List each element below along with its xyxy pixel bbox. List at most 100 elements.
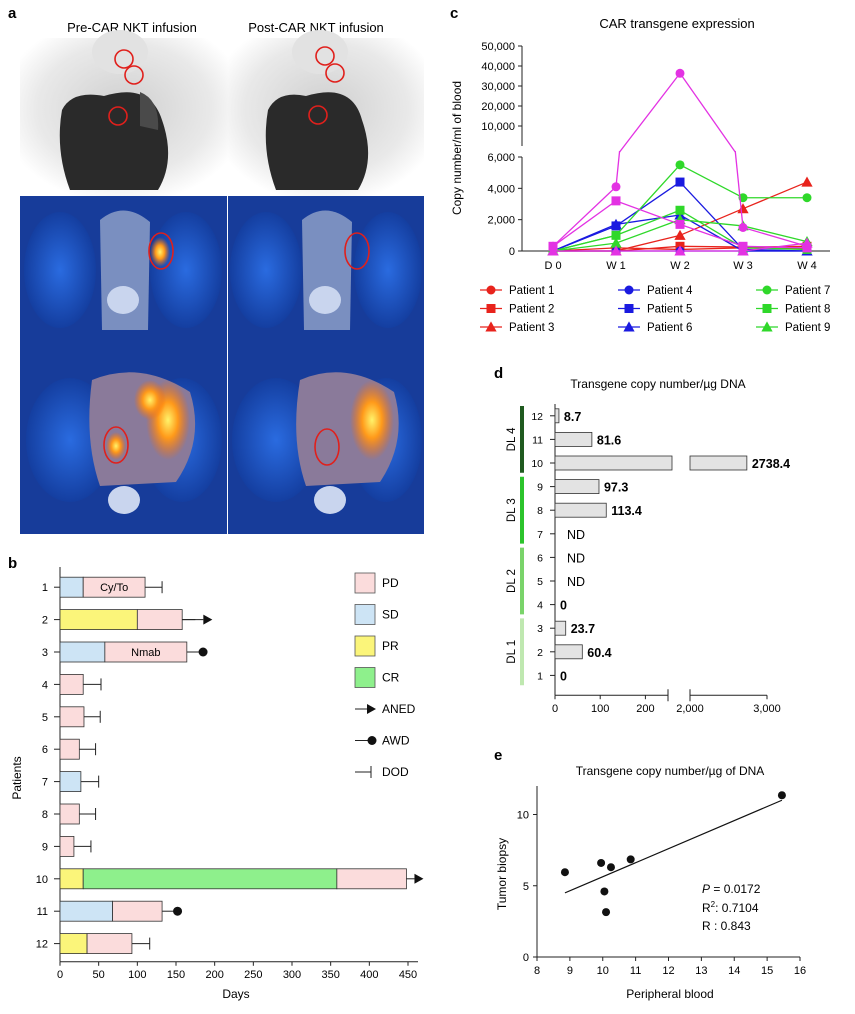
legend-series-label-8: Patient 9	[785, 322, 830, 334]
series-line-9	[552, 186, 617, 247]
dose-level-label: DL 4	[506, 427, 518, 451]
swimmer-plot: 0 50 100 150 200 250 300 350 400 450 1 Cy/To 2 3 Nmab 4…	[36, 567, 424, 981]
dna-row-label: 5	[537, 576, 543, 588]
dose-level-label: DL 2	[506, 569, 518, 593]
swimmer-bar-segment	[59, 576, 84, 598]
dna-bar	[689, 455, 748, 471]
series-line-10	[615, 200, 681, 225]
swimmer-bar-segment	[59, 641, 106, 663]
scatter-x-tick-label: 8	[534, 965, 540, 977]
scatter-point	[602, 908, 611, 917]
swimmer-row-label: 4	[42, 679, 48, 691]
scatter-point	[597, 858, 606, 867]
series-point-2	[801, 176, 813, 187]
dose-level-label: DL 1	[506, 640, 518, 664]
panel-d: d Transgene copy number/µg DNA DL 4 DL 3 D…	[494, 365, 790, 715]
swimmer-row-label: 1	[42, 582, 48, 594]
scatter-point	[606, 863, 615, 872]
swimmer-bar-segment	[59, 706, 85, 728]
legend-label-cr: CR	[382, 671, 400, 685]
stat-p-value: = 0.0172	[713, 882, 760, 896]
swimmer-row-label: 8	[42, 809, 48, 821]
legend-label-aned: ANED	[382, 702, 416, 716]
scatter-y-tick-label: 10	[517, 810, 529, 822]
swimmer-bar-segment	[336, 868, 407, 890]
legend-marker-6	[762, 285, 772, 295]
series-line-1	[615, 245, 681, 252]
dna-value-label: ND	[567, 528, 585, 542]
legend-label-sd: SD	[382, 608, 399, 622]
line-x-tick-label: W 1	[606, 260, 626, 272]
legend-awd-dot	[367, 736, 377, 745]
legend-label-pr: PR	[382, 639, 399, 653]
dna-row-label: 9	[537, 482, 543, 494]
lesion-circle-ct-1-post	[344, 232, 370, 270]
lesion-circle-ct-2-post	[314, 428, 340, 466]
swimmer-bar-segment	[59, 836, 75, 857]
ct-lower-post	[228, 358, 424, 534]
dna-value-label: 60.4	[587, 646, 611, 660]
legend-marker-0	[486, 285, 496, 295]
legend-swatch-cr	[354, 667, 376, 688]
series-line-9	[734, 150, 744, 228]
legend-swatch-pd	[354, 572, 376, 594]
series-line-6	[615, 164, 681, 236]
line-y-tick-label: 10,000	[481, 121, 515, 133]
series-line-1	[679, 245, 744, 248]
series-line-9	[615, 150, 621, 187]
pre-infusion-title: Pre-CAR NKT infusion	[67, 20, 197, 35]
series-point-7	[611, 230, 621, 240]
swimmer-x-tick-label: 150	[167, 969, 185, 981]
line-chart: 0 2,000 4,000 6,000 10,000 20,000 30,000 40,000…	[481, 41, 830, 272]
series-point-11	[610, 245, 622, 256]
legend-marker-7	[762, 304, 772, 313]
stat-p: P = 0.0172	[702, 882, 761, 896]
swimmer-bar-segment	[59, 771, 82, 792]
dna-value-label: 23.7	[571, 622, 595, 636]
scatter-y-tick-label: 0	[523, 952, 529, 964]
stat-r2-value: : 0.7104	[715, 901, 759, 915]
swimmer-bar-segment	[59, 933, 88, 954]
swimmer-row-label: 5	[42, 712, 48, 724]
awd-dot	[173, 906, 183, 916]
panel-c: c CAR transgene expression Copy number/m…	[450, 5, 830, 334]
series-line-8	[552, 242, 617, 252]
legend-label-pd: PD	[382, 576, 399, 590]
legend-swatch-pr	[354, 635, 376, 657]
scatter-x-tick-label: 10	[597, 965, 609, 977]
scatter-stats: P = 0.0172 R2: 0.7104 R : 0.843	[702, 882, 761, 933]
line-y-tick-label: 50,000	[481, 41, 515, 53]
legend-series-label-1: Patient 2	[509, 304, 554, 316]
swimmer-x-tick-label: 200	[205, 969, 223, 981]
swimmer-row-label: 12	[36, 939, 48, 951]
swimmer-x-tick-label: 350	[321, 969, 339, 981]
scatter-point	[560, 868, 569, 877]
dna-x-tick-label: 3,000	[753, 703, 781, 715]
swimmer-bar-segment	[136, 609, 183, 630]
swimmer-x-tick-label: 250	[244, 969, 262, 981]
legend-aned-arrow	[367, 704, 376, 714]
line-y-tick-label: 6,000	[487, 152, 515, 164]
series-point-9	[738, 223, 748, 232]
swimmer-row-label: 10	[36, 874, 48, 886]
dna-value-label: 97.3	[604, 481, 628, 495]
series-point-4	[675, 177, 685, 187]
dna-row-label: 3	[537, 623, 543, 635]
series-line-6	[679, 164, 744, 199]
panel-label-c: c	[450, 5, 458, 22]
dna-value-label: ND	[567, 551, 585, 565]
scatter-x-tick-label: 12	[662, 965, 674, 977]
panel-label-a: a	[8, 5, 17, 22]
series-point-2	[737, 203, 749, 214]
swimmer-bar-segment	[59, 868, 84, 890]
panel-label-e: e	[494, 747, 502, 764]
line-y-tick-label: 4,000	[487, 183, 515, 195]
dna-bar	[554, 431, 593, 447]
stat-p-prefix: P	[702, 882, 710, 896]
line-y-tick-label: 20,000	[481, 101, 515, 113]
series-line-5	[552, 223, 617, 252]
dna-value-label: ND	[567, 575, 585, 589]
series-point-10	[611, 196, 621, 206]
dna-bar	[554, 502, 607, 518]
scatter-x-tick-label: 9	[567, 965, 573, 977]
